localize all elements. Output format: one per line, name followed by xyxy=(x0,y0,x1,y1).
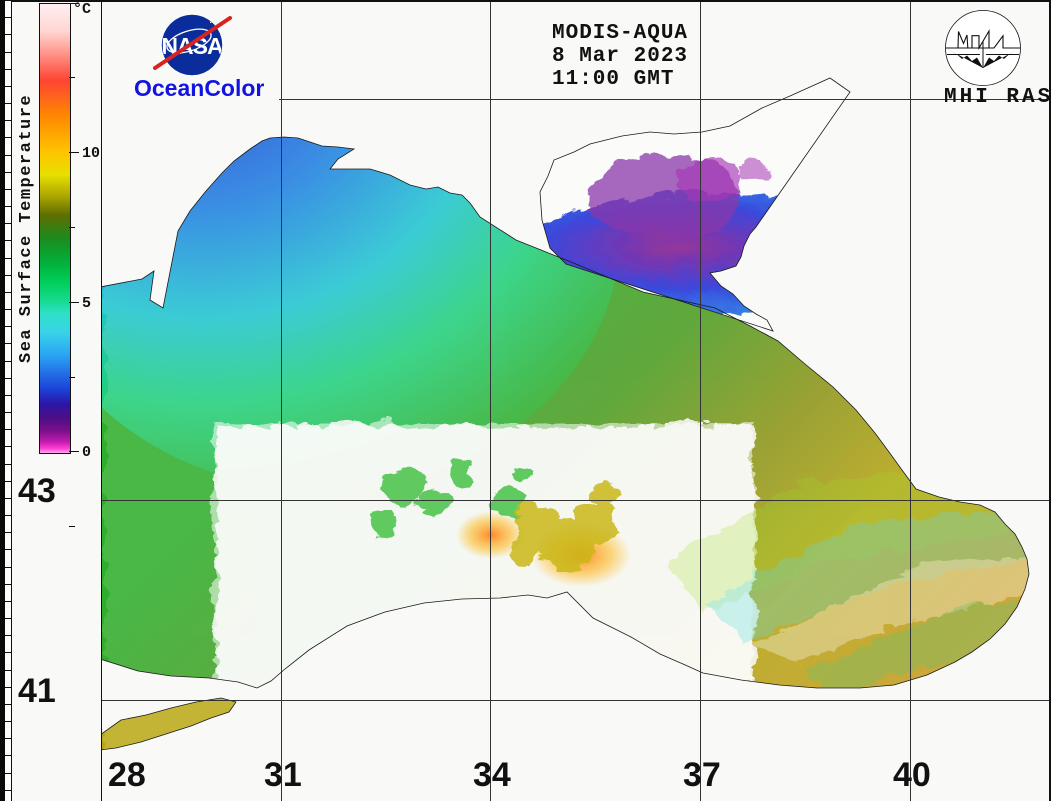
svg-text:NASA: NASA xyxy=(161,33,223,59)
